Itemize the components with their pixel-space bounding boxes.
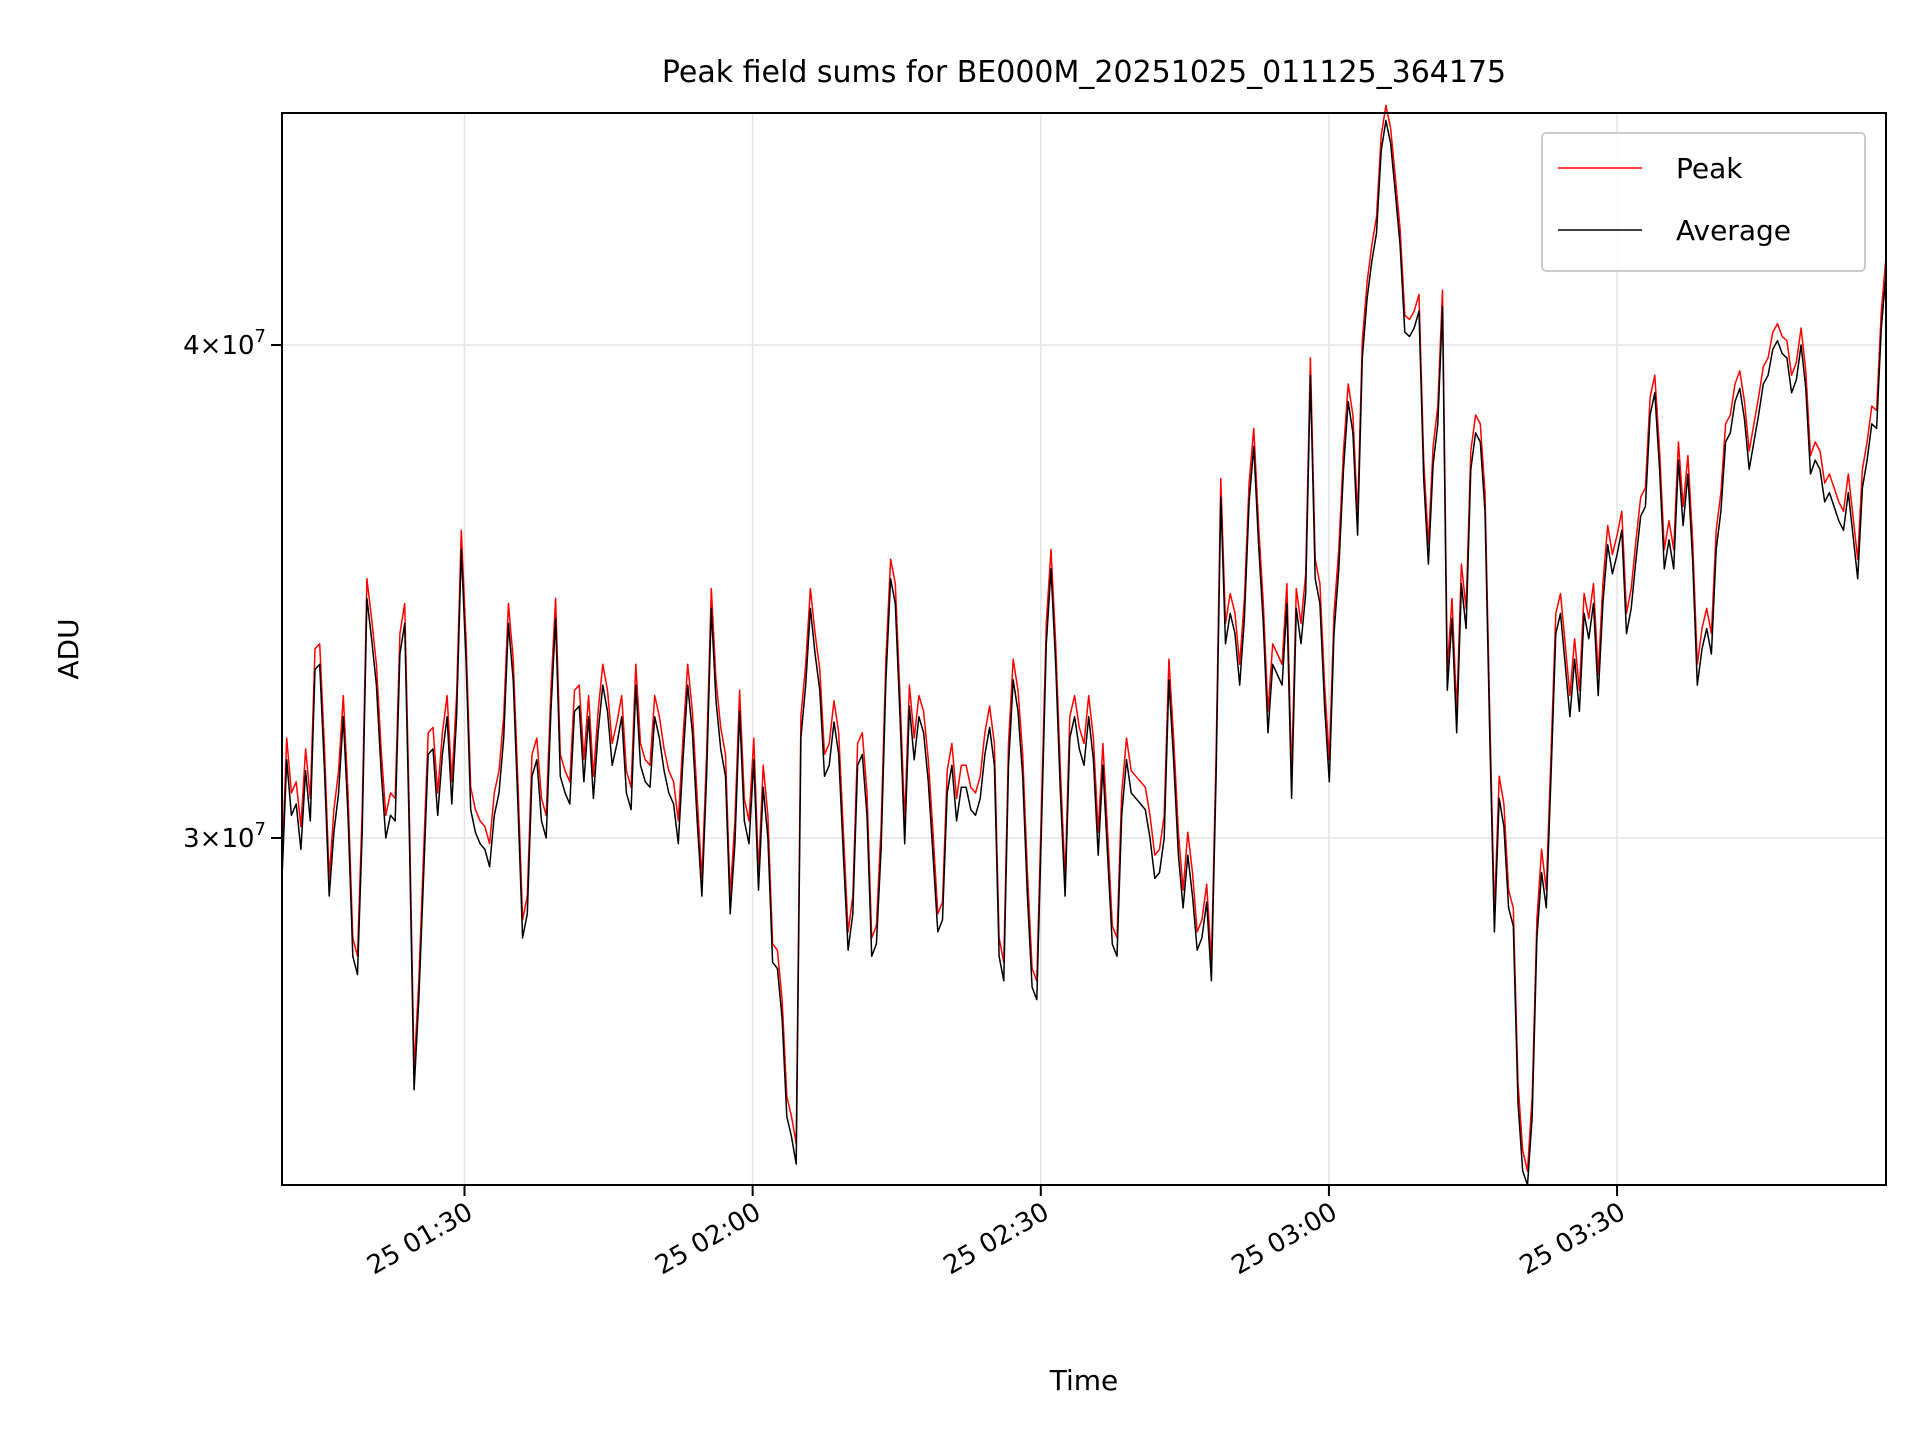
x-axis-label: Time (1049, 1364, 1119, 1397)
plot-frame (281, 112, 1887, 1186)
series-line-peak (281, 104, 1887, 1172)
series-layer (281, 104, 1887, 1186)
legend: Peak Average (1541, 132, 1866, 272)
grid (282, 113, 1886, 1185)
legend-label-peak: Peak (1676, 152, 1743, 185)
x-tick-label: 25 03:30 (1515, 1197, 1631, 1281)
x-tick-label: 25 02:30 (939, 1197, 1055, 1281)
legend-label-average: Average (1676, 214, 1791, 247)
chart-title: Peak field sums for BE000M_20251025_0111… (662, 55, 1506, 90)
y-axis-label: ADU (52, 618, 85, 679)
x-tick-label: 25 01:30 (362, 1197, 478, 1281)
x-tick-label: 25 02:00 (650, 1197, 766, 1281)
y-tick-label: 4×107 (183, 326, 266, 361)
series-line-average (281, 119, 1887, 1186)
y-ticks: 3×107 4×107 (183, 326, 282, 854)
y-tick-label: 3×107 (183, 819, 266, 854)
x-tick-label: 25 03:00 (1227, 1197, 1343, 1281)
x-ticks: 25 01:30 25 02:00 25 02:30 25 03:00 25 03:30 (362, 1185, 1631, 1281)
